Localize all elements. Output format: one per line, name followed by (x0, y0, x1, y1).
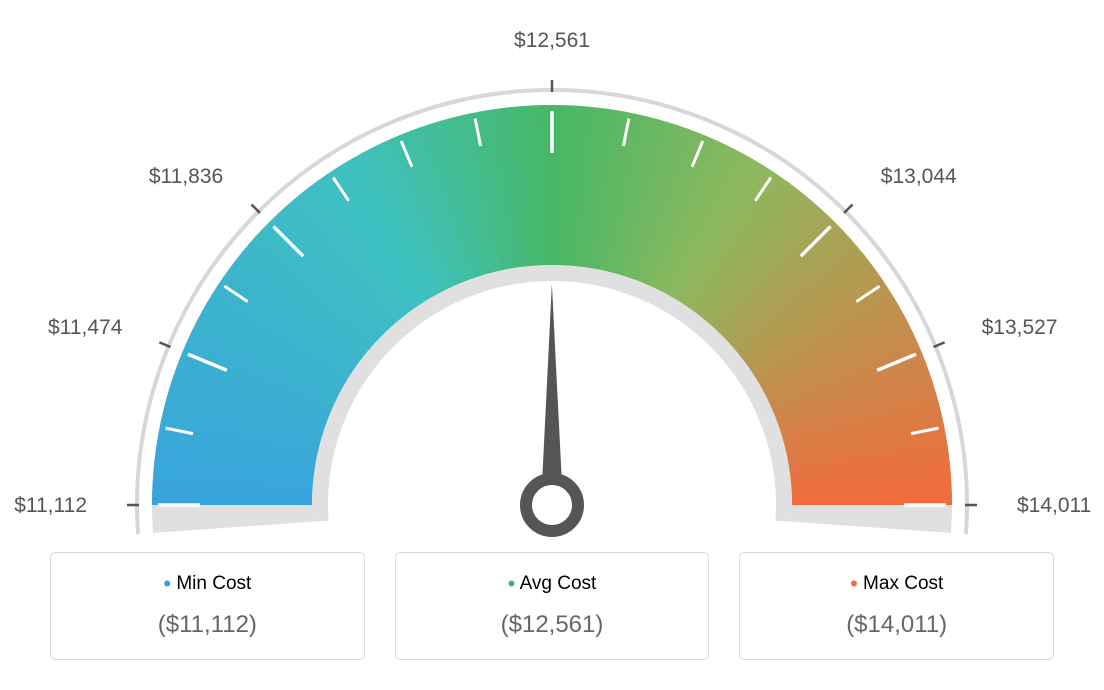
gauge-hub (526, 479, 578, 531)
max-label: • Max Cost (750, 571, 1043, 597)
avg-label-text: Avg Cost (520, 573, 597, 594)
max-cost-card: • Max Cost ($14,011) (739, 552, 1054, 660)
min-label: • Min Cost (61, 571, 354, 597)
cost-gauge-chart: $11,112 $11,474 $11,836 $12,561 $13,044 $13,5… (0, 0, 1104, 690)
max-value: ($14,011) (750, 611, 1043, 639)
bullet-icon: • (508, 571, 516, 596)
min-label-text: Min Cost (176, 573, 251, 594)
avg-cost-card: • Avg Cost ($12,561) (395, 552, 710, 660)
scale-label: $11,836 (149, 165, 223, 188)
min-cost-card: • Min Cost ($11,112) (50, 552, 365, 660)
scale-label: $11,112 (14, 494, 87, 517)
summary-cards: • Min Cost ($11,112) • Avg Cost ($12,561… (50, 552, 1054, 660)
min-value: ($11,112) (61, 611, 354, 639)
gauge-svg: $11,112 $11,474 $11,836 $12,561 $13,044 $13,5… (0, 0, 1104, 540)
avg-label: • Avg Cost (406, 571, 699, 597)
scale-label: $13,527 (982, 316, 1058, 339)
scale-label: $12,561 (514, 29, 590, 52)
scale-label: $11,474 (48, 316, 123, 339)
bullet-icon: • (850, 571, 858, 596)
scale-label: $13,044 (881, 165, 957, 188)
avg-value: ($12,561) (406, 611, 699, 639)
max-label-text: Max Cost (863, 573, 943, 594)
bullet-icon: • (163, 571, 171, 596)
scale-label: $14,011 (1017, 494, 1091, 517)
